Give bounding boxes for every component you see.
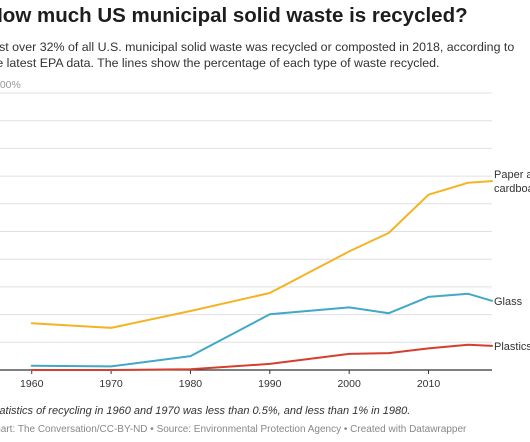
y-tick-label: 100% [0, 79, 21, 91]
intro-line-1: Just over 32% of all U.S. municipal soli… [0, 40, 515, 54]
chart-source: Chart: The Conversation/CC-BY-ND • Sourc… [0, 424, 467, 435]
series-label: Glass [494, 296, 523, 308]
x-tick-label: 1990 [258, 378, 282, 390]
series-line [30, 343, 493, 371]
x-tick-label: 1970 [99, 378, 123, 390]
chart-title: How much US municipal solid waste is rec… [0, 4, 468, 27]
x-tick-label: 1960 [20, 378, 44, 390]
intro-line-2: the latest EPA data. The lines show the … [0, 55, 440, 70]
series-line [30, 180, 493, 329]
chart-intro: Just over 32% of all U.S. municipal soli… [0, 40, 530, 71]
x-tick-label: 1980 [179, 378, 203, 390]
series-label: Plastics [494, 341, 530, 353]
series-line [30, 292, 493, 368]
x-tick-label: 2010 [417, 378, 441, 390]
chart-note: Statistics of recycling in 1960 and 1970… [0, 405, 411, 417]
series-label: Paper and [494, 169, 530, 181]
x-tick-label: 2000 [337, 378, 361, 390]
series-label: cardboard [494, 183, 530, 195]
